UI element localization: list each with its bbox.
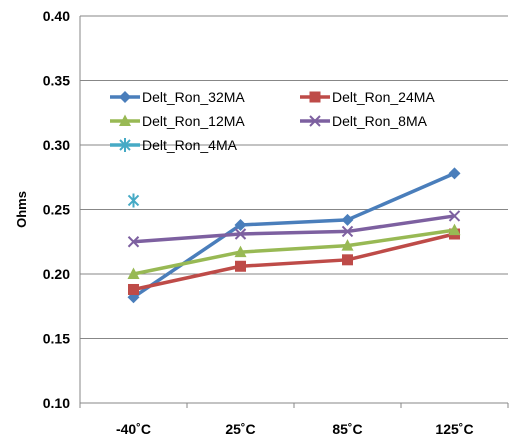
x-tick-label: 85˚C — [332, 421, 362, 437]
legend-marker — [119, 91, 131, 103]
x-tick-label: 125˚C — [435, 421, 473, 437]
data-point — [127, 236, 140, 248]
y-tick-label: 0.40 — [43, 8, 70, 24]
legend-label: Delt_Ron_32MA — [142, 89, 245, 105]
x-tick-label: -40˚C — [116, 421, 151, 437]
legend-label: Delt_Ron_24MA — [332, 89, 435, 105]
series-line — [133, 228, 455, 276]
data-point — [128, 283, 139, 295]
y-tick-label: 0.20 — [43, 266, 70, 282]
data-point — [234, 245, 247, 258]
y-tick-label: 0.25 — [43, 202, 70, 218]
x-tick-label: 25˚C — [225, 421, 255, 437]
y-tick-label: 0.15 — [43, 331, 70, 347]
data-point — [342, 254, 353, 266]
series-line — [133, 232, 455, 292]
y-axis-title: Ohms — [14, 191, 29, 228]
series-line — [133, 214, 455, 244]
data-point — [341, 239, 354, 251]
data-point — [234, 228, 247, 240]
data-point — [448, 210, 461, 222]
data-point — [127, 193, 140, 208]
y-tick-label: 0.35 — [43, 73, 70, 89]
legend-marker — [119, 138, 131, 152]
data-point — [341, 213, 354, 226]
gridlines — [80, 15, 508, 339]
series — [127, 167, 461, 304]
legend: Delt_Ron_32MA Delt_Ron_24MA Delt_Ron_12MA D… — [110, 89, 435, 153]
legend-label: Delt_Ron_4MA — [142, 137, 238, 153]
legend-marker — [309, 91, 321, 103]
legend-marker — [309, 115, 321, 127]
data-point — [127, 267, 140, 279]
axes: 0.10 0.15 0.20 0.25 0.30 0.35 0.40 -40˚C 25˚C 85˚… — [43, 8, 509, 437]
y-tick-label: 0.10 — [43, 395, 70, 411]
data-point — [341, 225, 354, 238]
series-line — [132, 171, 456, 299]
data-point — [234, 218, 247, 231]
y-tick-label: 0.30 — [43, 137, 70, 153]
data-point — [235, 260, 246, 272]
legend-label: Delt_Ron_8MA — [332, 113, 428, 129]
data-point — [448, 223, 461, 236]
legend-marker — [119, 114, 131, 126]
data-point — [448, 167, 461, 180]
legend-label: Delt_Ron_12MA — [142, 113, 245, 129]
